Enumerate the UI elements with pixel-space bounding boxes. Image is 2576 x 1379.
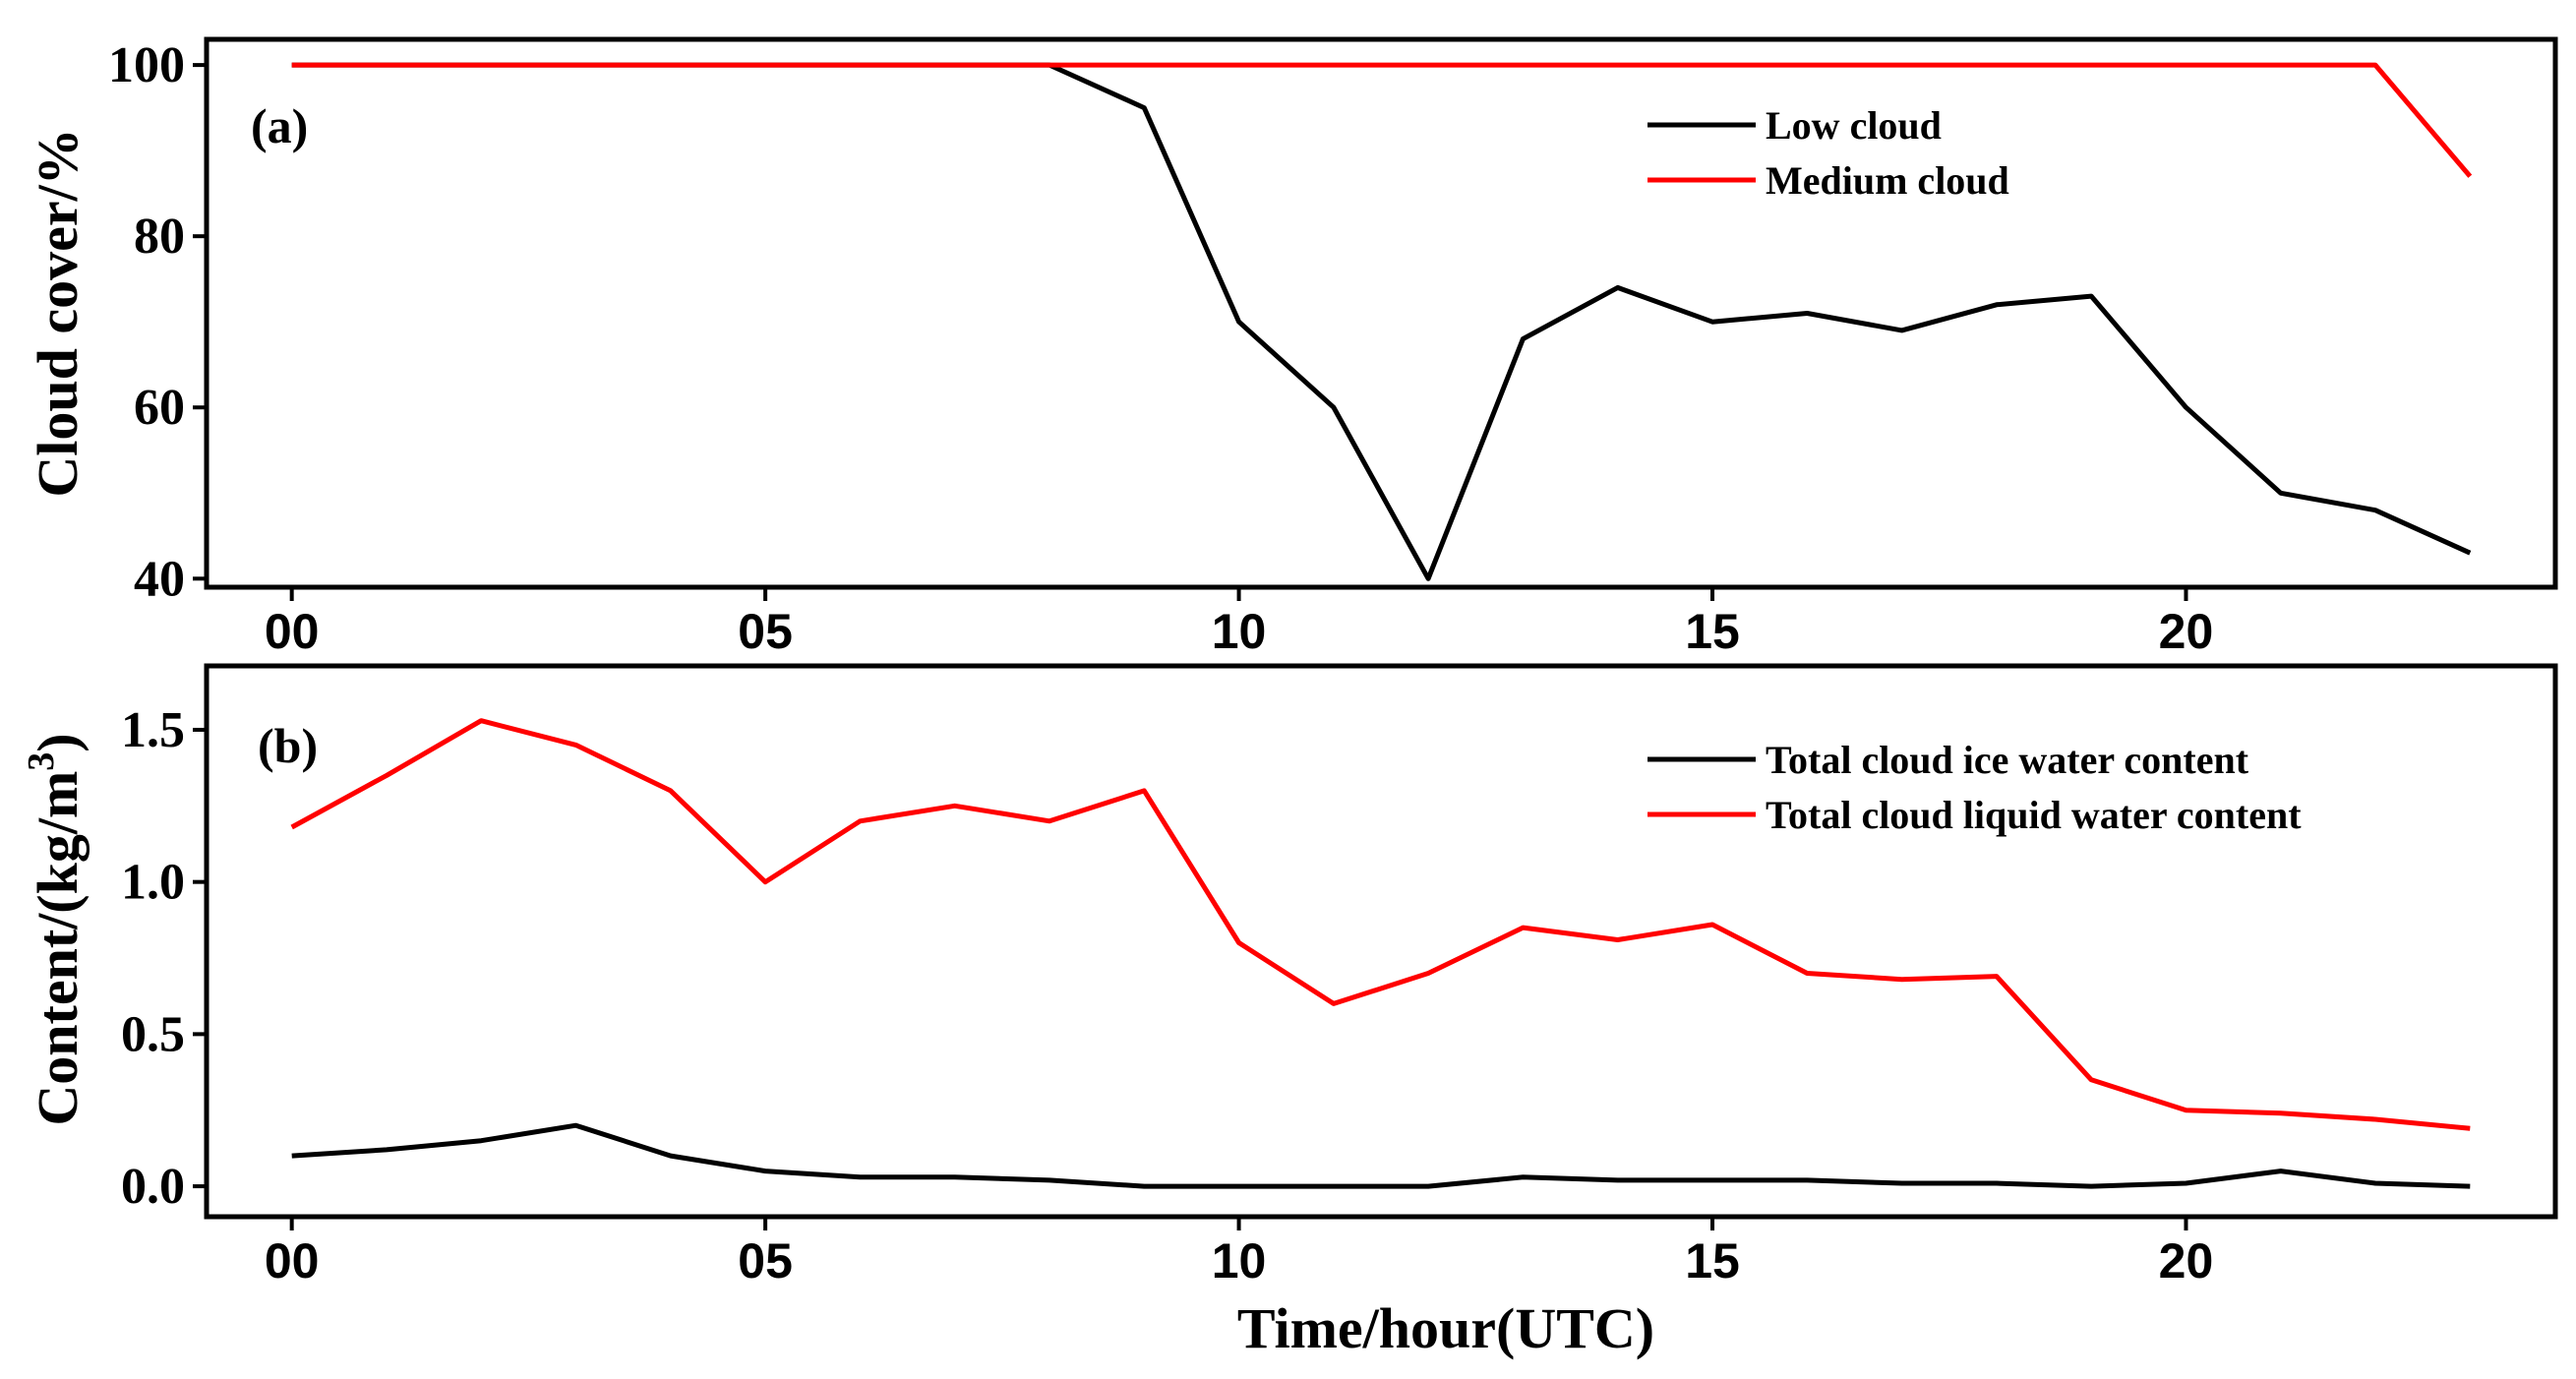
panel-b-ytick-label: 1.0: [121, 855, 185, 911]
legend-label-liquid-water: Total cloud liquid water content: [1766, 793, 2302, 837]
panel-b-xtick-label: 15: [1685, 1233, 1740, 1289]
legend-label-low-cloud: Low cloud: [1766, 103, 1942, 148]
panel-a-ytick-label: 80: [134, 209, 185, 265]
panel-a-series: [291, 62, 2473, 581]
panel-b-ylabel-sup: 3: [21, 752, 62, 771]
panel-b-ytick-label: 0.5: [121, 1006, 185, 1062]
panel-a-ytick-label: 100: [108, 37, 185, 93]
panel-b-series-line-1: [291, 1122, 2471, 1189]
panel-b: (b) Content/(kg/m3) 0.0 0.5 1.0 1.5 00 05 10 1…: [21, 663, 2558, 1360]
panel-b-label: (b): [258, 718, 318, 773]
panel-a-xticks: 00 05 10 15 20: [265, 587, 2213, 659]
panel-a-frame: [204, 36, 2558, 590]
panel-a-label: (a): [251, 98, 308, 153]
panel-a-xtick-label: 20: [2159, 604, 2214, 659]
panel-b-series: [290, 718, 2471, 1189]
legend-label-ice-water: Total cloud ice water content: [1766, 738, 2249, 782]
panel-b-ytick-label: 1.5: [121, 702, 185, 758]
panel-b-xticks: 00 05 10 15 20: [265, 1217, 2213, 1289]
panel-a-xtick-label: 05: [738, 604, 793, 659]
panel-a-series-line-1: [291, 62, 2472, 581]
panel-b-yticks: 0.0 0.5 1.0 1.5: [121, 702, 207, 1215]
panel-a-xtick-label: 00: [265, 604, 320, 659]
panel-a-xtick-label: 15: [1685, 604, 1740, 659]
panel-a-xtick-label: 10: [1212, 604, 1267, 659]
panel-a-ylabel: Cloud cover/%: [26, 128, 90, 497]
panel-b-series-line-2: [290, 718, 2471, 1131]
panel-b-xlabel: Time/hour(UTC): [1237, 1296, 1654, 1360]
panel-b-xtick-label: 05: [738, 1233, 793, 1289]
panel-b-xtick-label: 10: [1212, 1233, 1267, 1289]
panel-a-series-line-2: [291, 62, 2473, 178]
panel-b-ylabel: Content/(kg/m3): [21, 733, 90, 1125]
panel-b-legend: Total cloud ice water content Total clou…: [1647, 738, 2302, 837]
panel-b-ylabel-main: Content/(kg/m: [26, 771, 90, 1126]
panel-a: (a) Cloud cover/% 40 60 80 100 00 05 10 15 20 L…: [26, 36, 2558, 659]
legend-label-medium-cloud: Medium cloud: [1766, 158, 2009, 203]
panel-b-xtick-label: 20: [2159, 1233, 2214, 1289]
panel-b-ylabel-end: ): [26, 733, 90, 751]
panel-b-ytick-label: 0.0: [121, 1159, 185, 1215]
panel-b-xtick-label: 00: [265, 1233, 320, 1289]
panel-a-ytick-label: 40: [134, 551, 185, 607]
panel-a-ytick-label: 60: [134, 380, 185, 436]
panel-b-frame: [204, 663, 2558, 1220]
panel-a-yticks: 40 60 80 100: [108, 37, 207, 607]
panel-a-legend: Low cloud Medium cloud: [1647, 103, 2009, 203]
